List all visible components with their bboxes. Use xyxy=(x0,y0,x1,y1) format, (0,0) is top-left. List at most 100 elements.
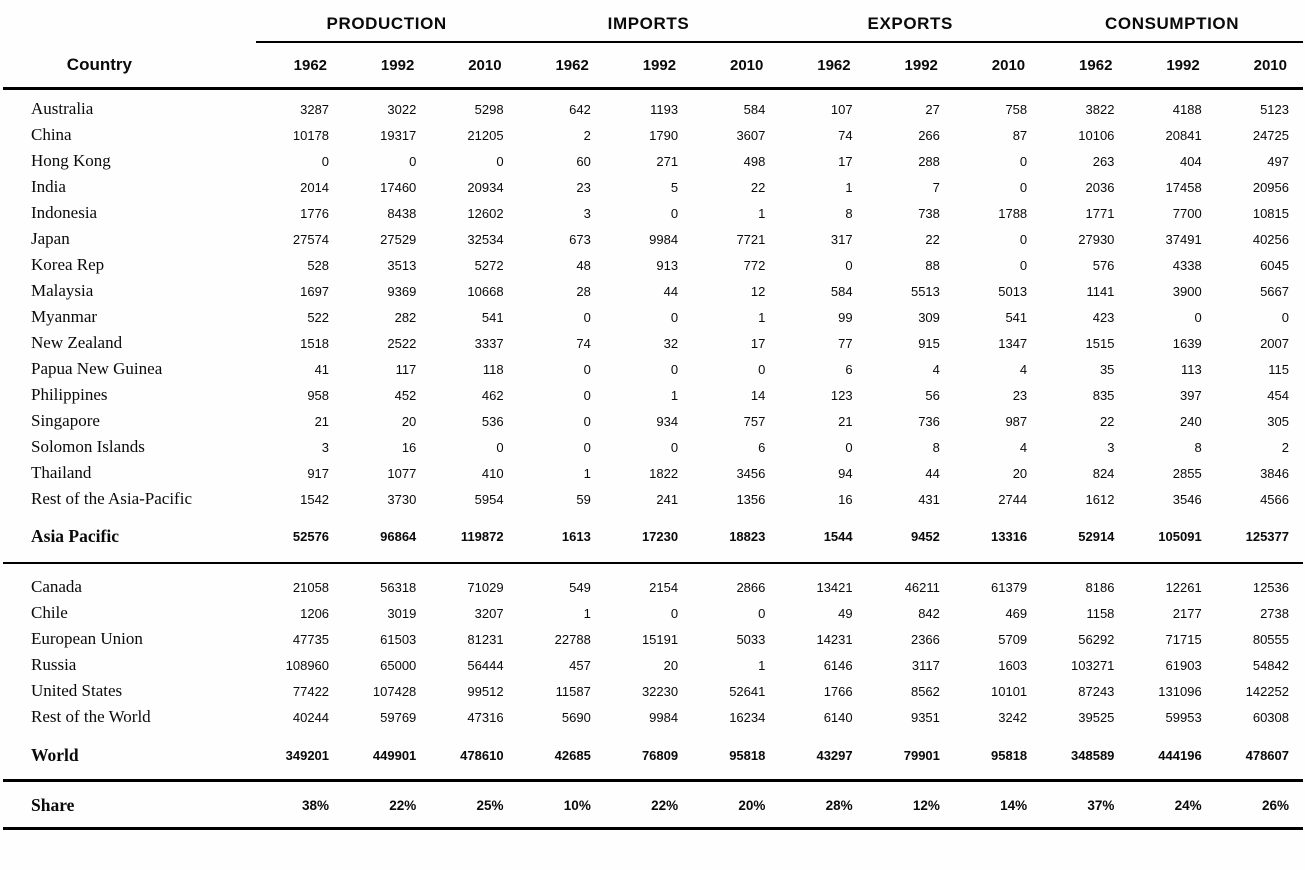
value-cell: 10178 xyxy=(292,127,330,143)
value-cell: 0 xyxy=(758,605,766,621)
value-cell: 20 xyxy=(401,413,417,429)
value-cell: 305 xyxy=(1267,413,1289,429)
table-row: Rest of the World 40244 59769 47316 5690 9984… xyxy=(3,704,1303,730)
value-cell: 13421 xyxy=(816,579,853,595)
value-cell: 4 xyxy=(932,361,940,377)
value-cell: 1356 xyxy=(736,491,766,507)
value-cell: 77 xyxy=(838,335,853,351)
value-cell: 0 xyxy=(1019,231,1028,247)
value-cell: 105091 xyxy=(1128,512,1216,564)
value-cell: 17 xyxy=(838,153,853,169)
value-cell: 8438 xyxy=(387,205,417,221)
value-cell: 3846 xyxy=(1260,465,1289,481)
value-cell: 2177 xyxy=(1172,605,1202,621)
value-cell: 498 xyxy=(743,153,766,169)
value-cell: 6146 xyxy=(823,657,853,673)
value-cell: 2014 xyxy=(300,179,330,195)
value-cell: 74 xyxy=(838,127,853,143)
value-cell: 113 xyxy=(1180,361,1202,377)
value-cell: 913 xyxy=(656,257,679,273)
value-cell: 10% xyxy=(517,780,605,830)
value-cell: 1 xyxy=(845,179,853,195)
value-cell: 12602 xyxy=(467,205,504,221)
value-cell: 79901 xyxy=(866,730,954,782)
country-name: Russia xyxy=(31,655,77,674)
value-cell: 10106 xyxy=(1078,127,1115,143)
value-cell: 7700 xyxy=(1172,205,1202,221)
value-cell: 3607 xyxy=(736,127,766,143)
value-cell: 38% xyxy=(255,780,344,830)
value-cell: 99 xyxy=(838,309,853,325)
table-row: Thailand 917 1077 410 1 1822 3456 94 44 20 824 2855… xyxy=(3,460,1303,486)
value-cell: 9984 xyxy=(649,709,679,725)
value-cell: 61379 xyxy=(991,579,1028,595)
value-cell: 478607 xyxy=(1215,730,1303,782)
value-cell: 2 xyxy=(583,127,591,143)
value-cell: 17230 xyxy=(604,512,693,564)
value-cell: 118 xyxy=(482,361,504,377)
value-cell: 4566 xyxy=(1260,491,1289,507)
value-cell: 0 xyxy=(1281,309,1289,325)
country-name: Solomon Islands xyxy=(31,437,145,456)
value-cell: 1603 xyxy=(998,657,1028,673)
value-cell: 27529 xyxy=(380,231,417,247)
value-cell: 16 xyxy=(401,439,417,455)
value-cell: 2855 xyxy=(1172,465,1202,481)
value-cell: 541 xyxy=(481,309,504,325)
value-cell: 444196 xyxy=(1128,730,1216,782)
value-cell: 0 xyxy=(1019,153,1028,169)
value-cell: 108960 xyxy=(285,657,330,673)
value-cell: 22% xyxy=(604,780,693,830)
country-name: Korea Rep xyxy=(31,255,105,274)
value-cell: 423 xyxy=(1092,309,1115,325)
value-cell: 15191 xyxy=(641,631,679,647)
table-row: China 10178 19317 21205 2 1790 3607 74 266 87 1010… xyxy=(3,122,1303,148)
table-row: New Zealand 1518 2522 3337 74 32 17 77 915 1347 15… xyxy=(3,330,1303,356)
value-cell: 23 xyxy=(1012,387,1028,403)
value-cell: 8 xyxy=(845,205,853,221)
value-cell: 3513 xyxy=(387,257,417,273)
year-header: 2010 xyxy=(953,42,1042,90)
value-cell: 241 xyxy=(656,491,679,507)
year-header: 1962 xyxy=(517,42,605,90)
value-cell: 13316 xyxy=(953,512,1042,564)
value-cell: 23 xyxy=(576,179,591,195)
value-cell: 266 xyxy=(918,127,940,143)
value-cell: 584 xyxy=(743,101,766,117)
value-cell: 59 xyxy=(576,491,591,507)
value-cell: 12536 xyxy=(1252,579,1289,595)
value-cell: 4338 xyxy=(1172,257,1202,273)
value-cell: 8 xyxy=(932,439,940,455)
value-cell: 1158 xyxy=(1086,605,1115,621)
value-cell: 17 xyxy=(750,335,766,351)
value-cell: 12 xyxy=(750,283,766,299)
value-cell: 28% xyxy=(779,780,867,830)
country-name: Malaysia xyxy=(31,281,94,300)
value-cell: 469 xyxy=(1005,605,1028,621)
value-cell: 6 xyxy=(758,439,766,455)
value-cell: 1613 xyxy=(517,512,605,564)
value-cell: 20841 xyxy=(1165,127,1202,143)
table-row: Rest of the Asia-Pacific 1542 3730 5954 59 24… xyxy=(3,486,1303,512)
value-cell: 2866 xyxy=(736,579,766,595)
value-cell: 9452 xyxy=(866,512,954,564)
country-name: Australia xyxy=(31,99,94,118)
value-cell: 1518 xyxy=(300,335,330,351)
value-cell: 1 xyxy=(583,465,591,481)
value-cell: 59769 xyxy=(380,709,417,725)
value-cell: 397 xyxy=(1179,387,1202,403)
value-cell: 56 xyxy=(925,387,940,403)
year-header: 1992 xyxy=(1128,42,1216,90)
value-cell: 1544 xyxy=(779,512,867,564)
column-group-production: PRODUCTION xyxy=(255,6,518,43)
value-cell: 81231 xyxy=(467,631,504,647)
value-cell: 96864 xyxy=(343,512,431,564)
value-cell: 71029 xyxy=(467,579,504,595)
value-cell: 74 xyxy=(576,335,591,351)
country-name: Hong Kong xyxy=(31,151,111,170)
value-cell: 915 xyxy=(918,335,940,351)
value-cell: 1697 xyxy=(300,283,330,299)
value-cell: 9984 xyxy=(649,231,679,247)
country-name: World xyxy=(3,730,256,782)
value-cell: 42685 xyxy=(517,730,605,782)
